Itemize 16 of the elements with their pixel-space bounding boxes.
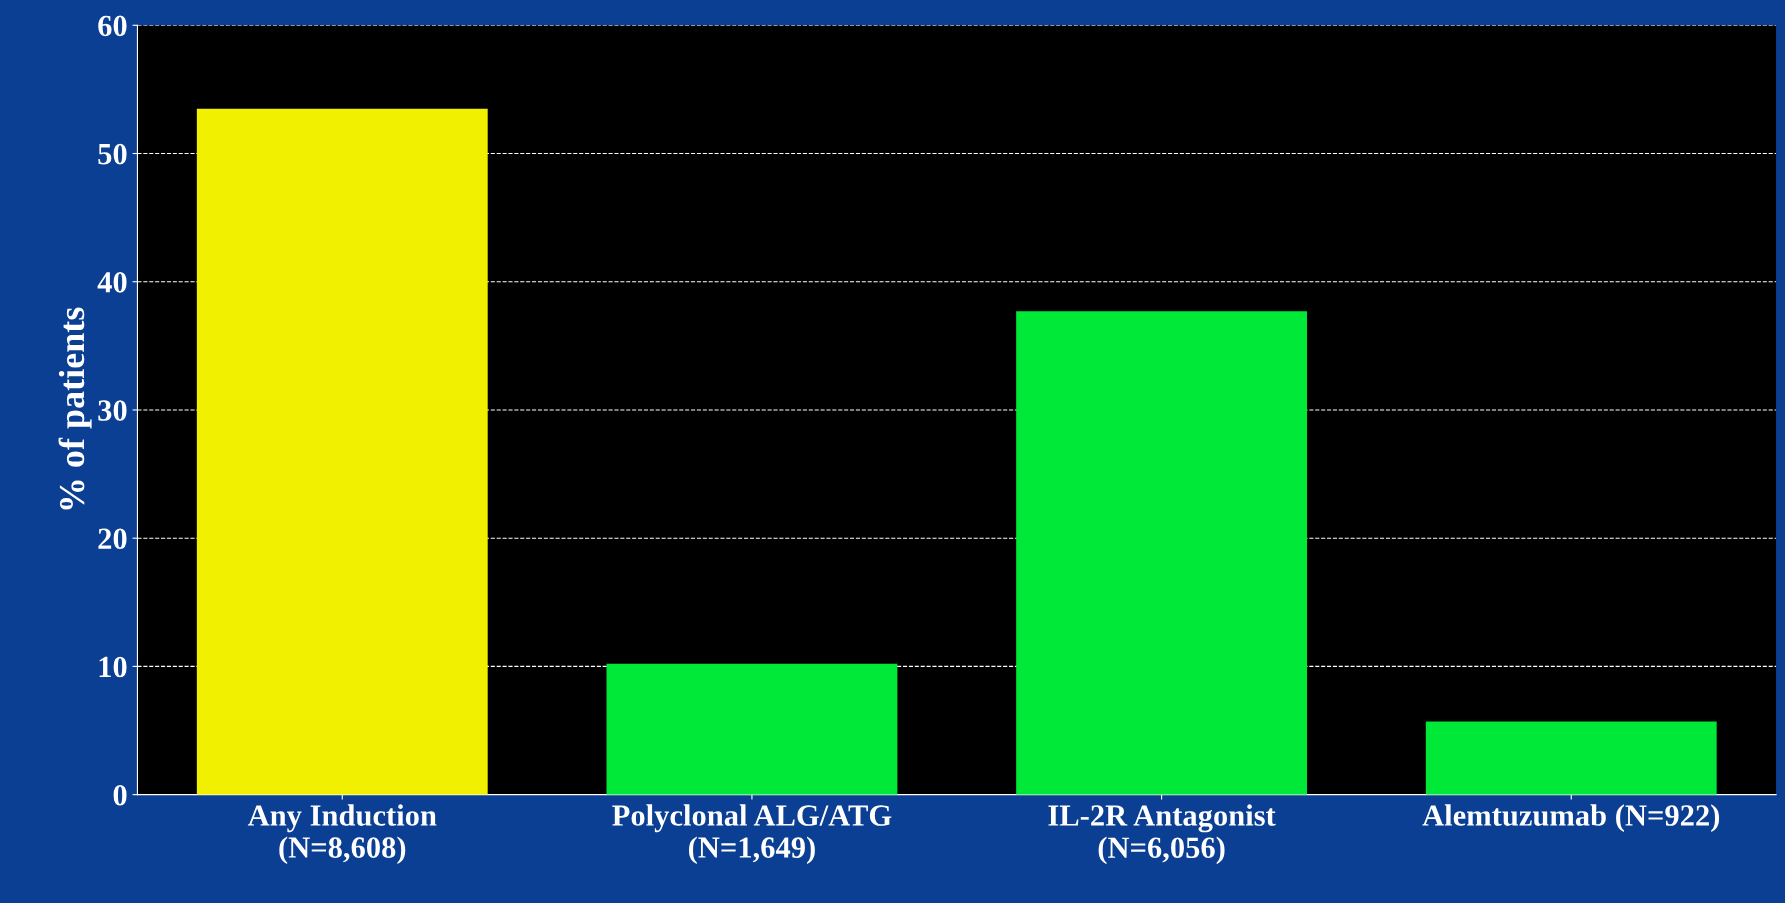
bar [196, 108, 488, 795]
y-tick-label: 40 [97, 272, 127, 293]
y-tick-label: 30 [98, 400, 127, 421]
y-tick-label: 0 [113, 784, 127, 806]
bar [1425, 721, 1717, 795]
x-tick-label: IL-2R Antagonist (N=6,056) [1048, 804, 1276, 865]
bar [606, 663, 898, 795]
y-tick-label: 50 [98, 143, 127, 165]
bar [1016, 311, 1308, 795]
x-tick-label: Polyclonal ALG/ATG (N=1,649) [612, 804, 892, 865]
y-tick-label: 20 [98, 528, 127, 550]
x-tick-label: Alemtuzumab (N=922) [1422, 804, 1720, 833]
x-tick-label: Any Induction (N=8,608) [247, 804, 437, 865]
y-tick-label: 10 [99, 656, 127, 678]
y-axis-title: % of patients [58, 307, 92, 510]
y-tick-label: 60 [98, 15, 127, 37]
